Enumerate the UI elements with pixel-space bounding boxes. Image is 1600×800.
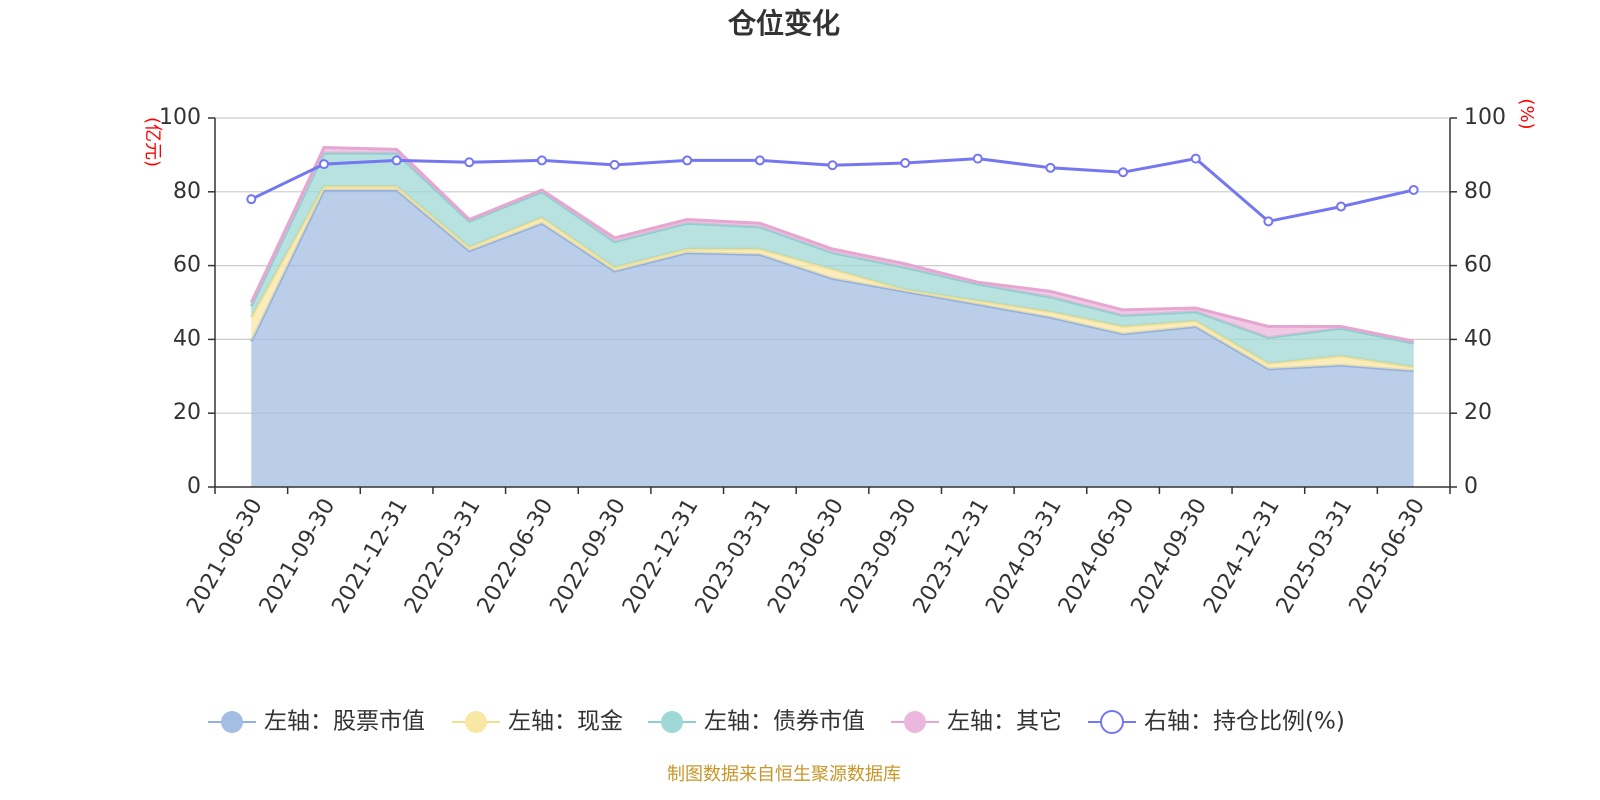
legend-marker — [221, 711, 243, 733]
chart-title: 仓位变化 — [728, 7, 840, 40]
legend-marker — [904, 711, 926, 733]
right-axis-unit: (%) — [1516, 98, 1537, 129]
x-tick-label: 2023-03-31 — [691, 495, 777, 618]
ratio-point — [754, 155, 765, 166]
right-tick-label: 0 — [1464, 474, 1478, 499]
x-tick-label: 2022-03-31 — [400, 495, 486, 618]
ratio-point — [972, 153, 983, 164]
right-tick-label: 100 — [1464, 105, 1506, 130]
left-tick-label: 20 — [173, 400, 201, 425]
ratio-point — [827, 160, 838, 171]
right-tick-label: 80 — [1464, 179, 1492, 204]
left-tick-label: 0 — [187, 474, 201, 499]
area-series-1 — [251, 190, 1414, 487]
stacked-areas — [249, 145, 1414, 487]
x-tick-label: 2024-12-31 — [1199, 495, 1285, 618]
ratio-point — [464, 157, 475, 168]
ratio-point — [1045, 162, 1056, 173]
x-tick-label: 2023-09-30 — [836, 494, 922, 617]
left-tick-label: 40 — [173, 326, 201, 351]
legend-marker — [1100, 710, 1124, 734]
x-tick-label: 2021-09-30 — [255, 495, 341, 618]
legend-label: 右轴：持仓比例(%) — [1144, 709, 1345, 735]
ratio-point — [318, 159, 329, 170]
ratio-point — [1408, 184, 1419, 195]
ratio-point — [391, 155, 402, 166]
left-tick-label: 80 — [173, 179, 201, 204]
x-tick-label: 2025-03-31 — [1272, 495, 1358, 618]
legend: 左轴：股票市值 左轴：现金 左轴：债券市值 左轴：其它 右轴：持仓比例(%) — [208, 709, 1345, 735]
ratio-point — [246, 194, 257, 205]
left-axis-unit: (亿元) — [142, 117, 163, 167]
source-note: 制图数据来自恒生聚源数据库 — [667, 764, 901, 785]
ratio-point — [682, 155, 693, 166]
legend-label: 左轴：其它 — [947, 709, 1062, 735]
x-tick-label: 2024-06-30 — [1054, 495, 1140, 618]
ratio-point — [1190, 153, 1201, 164]
legend-label: 左轴：现金 — [508, 709, 623, 735]
legend-marker — [661, 711, 683, 733]
area-series-3 — [251, 153, 1414, 368]
legend-label: 左轴：股票市值 — [264, 709, 425, 735]
right-tick-label: 20 — [1464, 400, 1492, 425]
ratio-point — [900, 158, 911, 169]
x-tick-label: 2022-12-31 — [618, 495, 704, 618]
x-tick-label: 2022-06-30 — [473, 495, 559, 618]
ratio-point — [1263, 216, 1274, 227]
x-tick-label: 2022-09-30 — [545, 495, 631, 618]
right-tick-label: 60 — [1464, 253, 1492, 278]
legend-marker — [465, 711, 487, 733]
right-tick-label: 40 — [1464, 326, 1492, 351]
left-tick-label: 100 — [159, 105, 201, 130]
x-tick-label: 2024-09-30 — [1127, 495, 1213, 618]
ratio-line — [246, 153, 1419, 227]
x-tick-label: 2021-06-30 — [182, 495, 268, 618]
area-series-edge-4 — [249, 145, 1414, 343]
x-tick-label: 2023-06-30 — [763, 495, 849, 618]
x-tick-label: 2025-06-30 — [1344, 495, 1430, 618]
ratio-point — [1118, 167, 1129, 178]
x-tick-label: 2023-12-31 — [909, 495, 995, 618]
legend-label: 左轴：债券市值 — [704, 709, 865, 735]
left-tick-label: 60 — [173, 253, 201, 278]
x-tick-label: 2021-12-31 — [327, 495, 413, 618]
ratio-point — [1336, 201, 1347, 212]
ratio-point — [609, 159, 620, 170]
x-tick-label: 2024-03-31 — [981, 495, 1067, 618]
ratio-point — [536, 155, 547, 166]
